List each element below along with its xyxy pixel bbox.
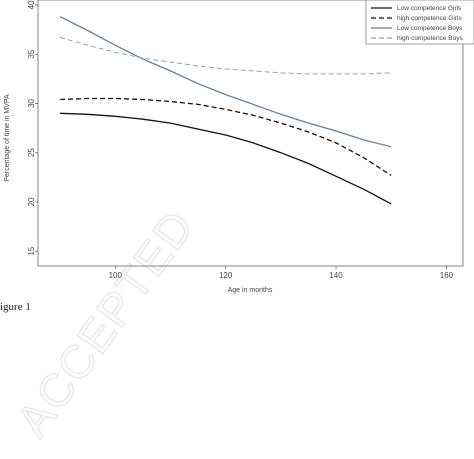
y-axis: 15 20 25 30 35 40 — [27, 0, 38, 256]
y-tick-label: 15 — [27, 246, 36, 255]
accepted-watermark: ACCEPTED — [6, 200, 205, 446]
series-line-low-competence-girls — [60, 112, 392, 205]
series-line-low-competence-boys — [59, 16, 392, 148]
x-tick-label: 140 — [329, 271, 343, 280]
x-axis-title: Age in months — [228, 287, 273, 294]
y-tick-label: 25 — [27, 148, 36, 157]
series-line-high-competence-boys — [59, 36, 392, 75]
y-tick-label: 30 — [27, 98, 36, 107]
x-axis: 100 120 140 160 — [109, 266, 454, 280]
x-tick-label: 120 — [219, 271, 233, 280]
y-tick-label: 35 — [27, 49, 36, 58]
plot-frame — [37, 0, 464, 267]
series-line-high-competence-girls — [60, 97, 392, 176]
legend-box — [365, 0, 474, 45]
legend-label-low-competence-girls: Low competence Girls — [397, 5, 462, 12]
legend-label-high-competence-girls: high competence Girls — [397, 15, 462, 22]
y-tick-label: 20 — [27, 197, 36, 206]
legend: Low competence Girls high competence Gir… — [365, 0, 474, 45]
y-tick-label: 40 — [27, 0, 36, 9]
figure-caption: igure 1 — [0, 301, 31, 313]
x-tick-label: 100 — [109, 271, 123, 280]
legend-label-low-competence-boys: Low competence Boys — [397, 25, 463, 32]
legend-label-high-competence-boys: high competence Boys — [397, 35, 464, 42]
series-layer — [59, 16, 392, 205]
y-axis-title: Percentage of time in MVPA — [4, 94, 11, 182]
x-tick-label: 160 — [440, 271, 454, 280]
